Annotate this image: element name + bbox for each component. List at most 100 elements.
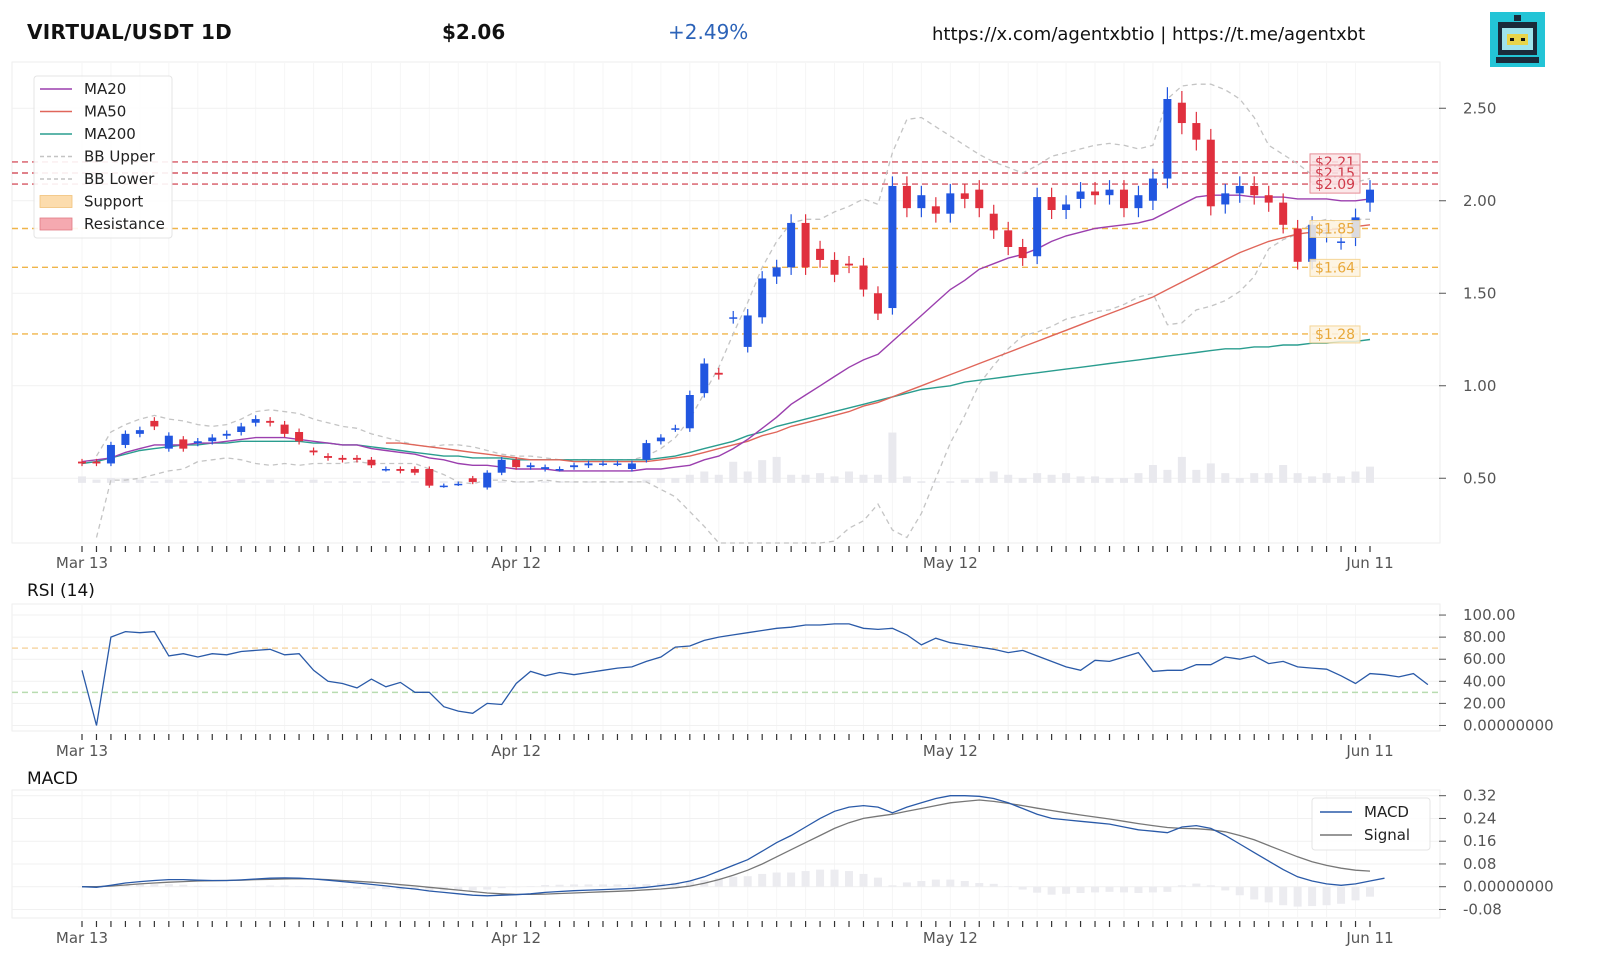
volume-bar xyxy=(1018,478,1027,483)
candle-down xyxy=(1177,102,1186,124)
macd-histogram-bar xyxy=(497,886,506,889)
macd-histogram-bar xyxy=(237,886,246,887)
volume-bar xyxy=(1221,473,1230,483)
volume-bar xyxy=(150,481,159,483)
candle-down xyxy=(78,461,86,464)
candle-down xyxy=(338,457,347,460)
volume-bar xyxy=(801,474,810,483)
macd-histogram-bar xyxy=(208,886,217,887)
macd-histogram-bar xyxy=(729,876,738,887)
bb-lower-line xyxy=(95,218,1370,544)
macd-histogram-bar xyxy=(541,885,550,887)
macd-histogram-bar xyxy=(309,886,318,888)
macd-histogram-bar xyxy=(512,886,521,888)
candle-up xyxy=(1337,241,1346,243)
price-x-label: Jun 11 xyxy=(1345,554,1393,572)
volume-bar xyxy=(338,481,347,483)
candle-down xyxy=(150,420,159,427)
volume-bar xyxy=(671,478,680,483)
candle-up xyxy=(106,444,115,464)
volume-bar xyxy=(78,476,86,483)
macd-histogram-bar xyxy=(1148,886,1157,893)
macd-x-label: May 12 xyxy=(923,929,978,947)
volume-bar xyxy=(179,481,188,483)
candle-up xyxy=(584,463,593,466)
macd-histogram-bar xyxy=(1250,886,1259,900)
macd-histogram-bar xyxy=(1192,883,1201,887)
support-label: $1.64 xyxy=(1315,260,1355,276)
price-y-label: 0.50 xyxy=(1463,469,1496,487)
macd-histogram-bar xyxy=(1177,885,1186,887)
macd-histogram-bar xyxy=(1033,886,1042,893)
macd-histogram-bar xyxy=(410,886,419,890)
macd-histogram-bar xyxy=(758,873,767,887)
candle-up xyxy=(671,428,680,430)
macd-histogram-bar xyxy=(1091,886,1100,893)
candle-up xyxy=(729,317,738,319)
volume-bar xyxy=(208,481,217,483)
volume-bar xyxy=(1076,476,1085,483)
macd-y-label: -0.08 xyxy=(1463,900,1502,918)
candle-up xyxy=(1235,185,1244,194)
candle-down xyxy=(1293,228,1302,262)
macd-histogram-bar xyxy=(1351,886,1360,901)
price-x-label: Apr 12 xyxy=(491,554,541,572)
volume-bar xyxy=(251,481,260,483)
candle-down xyxy=(1264,195,1273,203)
macd-histogram-bar xyxy=(570,884,579,887)
candle-up xyxy=(381,469,390,471)
macd-histogram-bar xyxy=(685,881,694,887)
volume-bar xyxy=(193,481,202,483)
macd-histogram-bar xyxy=(787,872,796,887)
price-y-label: 2.50 xyxy=(1463,99,1496,117)
macd-histogram-bar xyxy=(251,886,260,887)
candle-up xyxy=(917,195,926,209)
volume-bar xyxy=(1250,473,1259,483)
symbol-title: VIRTUAL/USDT 1D xyxy=(27,20,233,44)
price-frame xyxy=(11,61,1441,544)
volume-bar xyxy=(1177,456,1186,483)
support-label-box xyxy=(1309,325,1361,344)
candle-down xyxy=(410,469,419,473)
candle-up xyxy=(613,463,622,465)
volume-bar xyxy=(902,476,911,483)
macd-histogram-bar xyxy=(1004,886,1013,887)
macd-histogram-bar xyxy=(1047,886,1056,895)
volume-bar xyxy=(1047,474,1056,483)
macd-histogram-bar xyxy=(598,884,607,887)
volume-bar xyxy=(1235,478,1244,483)
price-y-label: 1.50 xyxy=(1463,284,1496,302)
volume-bar xyxy=(367,481,376,483)
volume-bar xyxy=(164,479,173,483)
macd-histogram-bar xyxy=(266,885,275,887)
candle-up xyxy=(454,483,463,486)
candle-up xyxy=(946,193,955,214)
macd-y-label: 0.24 xyxy=(1463,809,1496,827)
macd-histogram-bar xyxy=(816,869,825,887)
candle-up xyxy=(1163,99,1172,179)
macd-histogram-bar xyxy=(584,884,593,887)
macd-histogram-bar xyxy=(468,886,477,891)
candle-up xyxy=(1308,224,1317,262)
macd-histogram-bar xyxy=(135,884,144,887)
robot-logo-icon xyxy=(1490,12,1545,67)
price-y-label: 2.00 xyxy=(1463,192,1496,210)
legend-swatch xyxy=(39,195,73,208)
rsi-frame xyxy=(11,603,1441,732)
candle-up xyxy=(1076,191,1085,199)
macd-histogram-bar xyxy=(555,884,564,887)
volume-bar xyxy=(1033,473,1042,483)
legend-label: MA20 xyxy=(84,80,126,98)
candle-down xyxy=(295,432,304,442)
volume-bar xyxy=(656,478,665,483)
macd-histogram-bar xyxy=(960,881,969,887)
macd-histogram-bar xyxy=(1322,886,1331,906)
candle-up xyxy=(1366,189,1374,203)
macd-x-label: Apr 12 xyxy=(491,929,541,947)
volume-bar xyxy=(960,479,969,483)
price-x-label: May 12 xyxy=(923,554,978,572)
candle-down xyxy=(468,478,477,482)
candle-up xyxy=(483,472,492,488)
volume-bar xyxy=(1062,473,1071,483)
candle-down xyxy=(902,185,911,209)
